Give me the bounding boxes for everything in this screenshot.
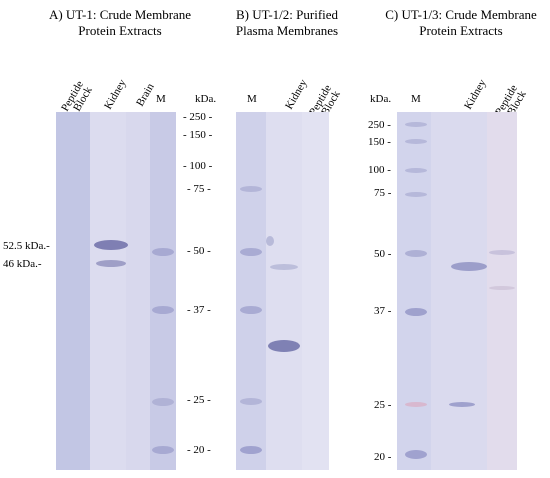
panel-b-kidney-word: Kidney bbox=[283, 77, 310, 112]
center-ladder-75: - 75 - bbox=[187, 183, 211, 195]
panel-a-blot bbox=[56, 112, 176, 470]
panel-a-band-46 bbox=[96, 260, 126, 267]
center-ladder-150-value: 150 bbox=[189, 129, 206, 141]
right-ladder-50-value: 50 bbox=[374, 248, 385, 260]
panel-b-kidney-band-32 bbox=[268, 340, 300, 352]
panel-b-label-m: M bbox=[247, 93, 257, 105]
panel-a-title-line2: Protein Extracts bbox=[78, 23, 162, 38]
right-ladder-37: 37 - bbox=[374, 305, 392, 317]
panel-c-peptide-band-50 bbox=[489, 250, 515, 255]
panel-a-lane-kidney bbox=[90, 112, 126, 470]
panel-b-m-band-25 bbox=[240, 398, 262, 405]
panel-c-kidney-word: Kidney bbox=[462, 77, 489, 112]
panel-c-m-band-20 bbox=[405, 450, 427, 459]
panel-a-m-band-20 bbox=[152, 446, 174, 454]
right-ladder-37-value: 37 bbox=[374, 305, 385, 317]
panel-b-lane-kidney bbox=[266, 112, 302, 470]
panel-b-m-band-37 bbox=[240, 306, 262, 314]
panel-b-lane-m bbox=[236, 112, 266, 470]
panel-c-title-line2: Protein Extracts bbox=[419, 23, 503, 38]
center-ladder-25-value: 25 bbox=[193, 394, 205, 406]
center-ladder-20: - 20 - bbox=[187, 444, 211, 456]
right-ladder-75: 75 - bbox=[374, 187, 392, 199]
panel-a-band-52 bbox=[94, 240, 128, 250]
center-ladder-100: - 100 - bbox=[183, 160, 213, 172]
panel-c-peptide-band-46 bbox=[489, 286, 515, 290]
panel-c-m-band-25 bbox=[405, 402, 427, 407]
panel-c-m-band-37 bbox=[405, 308, 427, 316]
center-ladder-37: - 37 - bbox=[187, 304, 211, 316]
center-ladder-150: - 150 - bbox=[183, 129, 213, 141]
right-ladder-75-value: 75 bbox=[374, 187, 385, 199]
right-ladder-25-value: 25 bbox=[374, 399, 385, 411]
right-ladder-150: 150 - bbox=[368, 136, 391, 148]
panel-c-blot bbox=[397, 112, 517, 470]
right-ladder-250-value: 250 bbox=[368, 119, 385, 131]
panel-b-title-line1: B) UT-1/2: Purified bbox=[235, 7, 339, 22]
panel-c-m-band-250 bbox=[405, 122, 427, 127]
right-ladder-20: 20 - bbox=[374, 451, 392, 463]
panel-c-m-band-75 bbox=[405, 192, 427, 197]
panel-a-marker-46: 46 kDa.- bbox=[3, 258, 42, 270]
panel-a-lane-m bbox=[150, 112, 176, 470]
panel-b-m-band-75 bbox=[240, 186, 262, 192]
panel-c-lane-m bbox=[397, 112, 431, 470]
center-ladder-100-value: 100 bbox=[189, 160, 206, 172]
panel-a-lane-brain bbox=[126, 112, 150, 470]
panel-c-kidney-band-25 bbox=[449, 402, 475, 407]
right-ladder-150-value: 150 bbox=[368, 136, 385, 148]
panel-c-kidney-band-50 bbox=[451, 262, 487, 271]
panel-b-m-band-20 bbox=[240, 446, 262, 454]
center-ladder-50: - 50 - bbox=[187, 245, 211, 257]
center-ladder-250-value: 250 bbox=[189, 111, 206, 123]
panel-a-lane-peptide bbox=[56, 112, 90, 470]
center-ladder-250: - 250 - bbox=[183, 111, 213, 123]
panel-a-label-kidney: Kidney bbox=[102, 77, 129, 112]
panel-b-m-band-50 bbox=[240, 248, 262, 256]
panel-b-lane-peptide bbox=[302, 112, 329, 470]
right-ladder-100-value: 100 bbox=[368, 164, 385, 176]
panel-b-kidney-band-46 bbox=[270, 264, 298, 270]
center-ladder-50-value: 50 bbox=[193, 245, 205, 257]
panel-c-lane-kidney bbox=[431, 112, 487, 470]
right-ladder-50: 50 - bbox=[374, 248, 392, 260]
panel-c-label-m: M bbox=[411, 93, 421, 105]
panel-c-title: C) UT-1/3: Crude Membrane Protein Extrac… bbox=[372, 7, 550, 39]
panel-b-title-line2: Plasma Membranes bbox=[235, 23, 339, 38]
panel-b-blot bbox=[236, 112, 329, 470]
panel-a-m-band-25 bbox=[152, 398, 174, 406]
panel-a-m-band-37 bbox=[152, 306, 174, 314]
panel-c-title-line1: C) UT-1/3: Crude Membrane bbox=[385, 7, 537, 22]
panel-c-lane-peptide bbox=[487, 112, 517, 470]
panel-b-kidney-band-50 bbox=[266, 236, 274, 246]
panel-b-title: B) UT-1/2: Purified Plasma Membranes bbox=[212, 7, 362, 39]
center-ladder-25: - 25 - bbox=[187, 394, 211, 406]
panel-c-m-band-50 bbox=[405, 250, 427, 257]
panel-a-kidney-word: Kidney bbox=[102, 77, 129, 112]
panel-a-brain-word: Brain bbox=[134, 81, 157, 109]
right-ladder-100: 100 - bbox=[368, 164, 391, 176]
panel-c-label-kidney: Kidney bbox=[462, 77, 489, 112]
panel-b-label-kidney: Kidney bbox=[283, 77, 310, 112]
panel-a-label-brain: Brain bbox=[134, 81, 157, 109]
right-ladder-250: 250 - bbox=[368, 119, 391, 131]
center-ladder-37-value: 37 bbox=[193, 304, 205, 316]
panel-a-marker-52: 52.5 kDa.- bbox=[3, 240, 50, 252]
panel-c-m-band-150 bbox=[405, 139, 427, 144]
center-ladder-75-value: 75 bbox=[193, 183, 205, 195]
center-ladder-20-value: 20 bbox=[193, 444, 205, 456]
panel-c-m-band-100 bbox=[405, 168, 427, 173]
panel-a-m-band-50 bbox=[152, 248, 174, 256]
panel-c-kda-label: kDa. bbox=[370, 93, 392, 105]
center-ladder-unit: kDa. bbox=[195, 93, 217, 105]
right-ladder-25: 25 - bbox=[374, 399, 392, 411]
panel-a-title: A) UT-1: Crude Membrane Protein Extracts bbox=[20, 7, 220, 39]
panel-a-title-line1: A) UT-1: Crude Membrane bbox=[48, 7, 192, 22]
panel-a-label-m: M bbox=[156, 93, 166, 105]
right-ladder-20-value: 20 bbox=[374, 451, 385, 463]
